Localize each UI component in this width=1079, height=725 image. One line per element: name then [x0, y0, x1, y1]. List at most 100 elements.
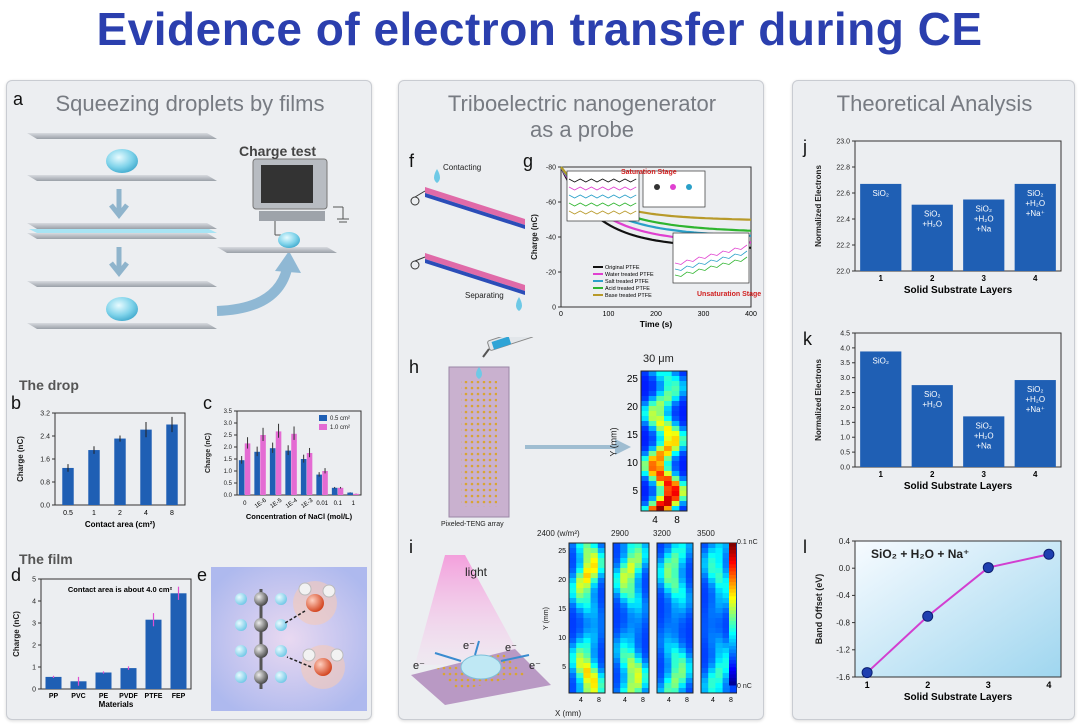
- heatmap-cell: [679, 471, 688, 477]
- heatmap-cell: [583, 588, 592, 594]
- heatmap-cell: [685, 668, 694, 674]
- heatmap-cell: [664, 678, 672, 684]
- heatmap-cell: [627, 683, 636, 689]
- heatmap-cell: [627, 633, 636, 639]
- heatmap-cell: [656, 491, 665, 497]
- heatmap-cell: [701, 658, 709, 664]
- y-axis-label: Normalized Electrons: [814, 359, 823, 441]
- bar-PP: [45, 676, 62, 689]
- x-tick-label: 2: [925, 680, 930, 690]
- heatmap-cell: [569, 618, 577, 624]
- bar-2: [911, 385, 953, 467]
- y-tick-label: 0.4: [839, 537, 851, 546]
- heatmap-cell: [664, 471, 673, 477]
- heatmap-cell: [664, 431, 673, 437]
- label-i: i: [409, 537, 413, 557]
- heatmap-cell: [685, 663, 694, 669]
- heatmap-cell: [664, 658, 672, 664]
- light-beam: [415, 555, 525, 665]
- bar-label: SiO₂: [976, 205, 992, 214]
- heatmap-cell: [664, 633, 672, 639]
- heatmap-cell: [627, 668, 636, 674]
- bar-label: +Na: [976, 225, 991, 234]
- heatmap-cell: [634, 568, 643, 574]
- panel-subtitle-line1: Triboelectric nanogenerator: [447, 91, 717, 116]
- heatmap-cell: [708, 688, 716, 694]
- y-axis-label: Charge (nC): [205, 433, 212, 473]
- heatmap-cell: [708, 683, 716, 689]
- heatmap-cell: [664, 376, 673, 382]
- heatmap-cell: [656, 396, 665, 402]
- heatmap-cell: [641, 401, 650, 407]
- heatmap-cell: [678, 548, 687, 554]
- heatmap-cell: [701, 683, 709, 689]
- heatmap-cell: [656, 451, 665, 457]
- droplet-icon: [460, 654, 502, 680]
- heatmap-cell: [576, 563, 584, 569]
- heatmap-cell: [613, 648, 621, 654]
- heatmap-cell: [708, 608, 716, 614]
- heatmap-cell: [708, 668, 716, 674]
- map-i-xlabel: X (mm): [555, 709, 582, 718]
- heatmap-cell: [590, 543, 599, 549]
- heatmap-cell: [648, 486, 657, 492]
- heatmap-cell: [569, 628, 577, 634]
- heatmap-cell: [701, 603, 709, 609]
- heatmap-cell: [657, 633, 665, 639]
- droplet-icon: [516, 297, 522, 311]
- bar-0.5 cm²-1E-3: [300, 459, 307, 495]
- heatmap-cell: [701, 628, 709, 634]
- heatmap-cell: [620, 678, 628, 684]
- meter-icon: [410, 260, 420, 270]
- electron-label: e⁻: [505, 642, 517, 654]
- heatmap-cell: [685, 678, 694, 684]
- heatmap-cell: [715, 653, 724, 659]
- heatmap-cell: [648, 456, 657, 462]
- x-tick-label: 4: [1033, 470, 1038, 479]
- x-tick-label: 1E-4: [285, 497, 299, 510]
- heatmap-cell: [627, 548, 636, 554]
- heatmap-cell: [671, 391, 680, 397]
- squeeze-schematic: [27, 133, 349, 329]
- heatmap-cell: [657, 583, 665, 589]
- y-tick-label: 22.4: [836, 216, 850, 223]
- heatmap-cell: [634, 658, 643, 664]
- heatmap-cell: [576, 623, 584, 629]
- y-tick-label: 4: [32, 598, 36, 605]
- heatmap-cell: [576, 578, 584, 584]
- heatmap-cell: [620, 653, 628, 659]
- heatmap-cell: [685, 603, 694, 609]
- heatmap-cell: [671, 416, 680, 422]
- heatmap-cell: [729, 688, 737, 694]
- pixeled-teng-label: Pixeled-TENG array: [441, 521, 504, 528]
- heatmap-cell: [634, 558, 643, 564]
- heatmap-cell: [679, 481, 688, 487]
- heatmap-cell: [715, 678, 724, 684]
- heatmap-cell: [685, 628, 694, 634]
- heatmap-cell: [634, 638, 643, 644]
- heatmap-cell: [569, 643, 577, 649]
- heatmap-cell: [569, 603, 577, 609]
- heatmap-cell: [671, 506, 680, 512]
- x-tick-label: 3: [982, 274, 987, 283]
- contacting-label: Contacting: [443, 163, 482, 172]
- y-tick-label: 5: [32, 576, 36, 583]
- bar-0.5: [62, 467, 74, 505]
- bar-label: SiO₂: [924, 210, 940, 219]
- heatmap-cell: [641, 501, 650, 507]
- heatmap-cell: [657, 548, 665, 554]
- heatmap-cell: [641, 471, 650, 477]
- heatmap-cell: [576, 633, 584, 639]
- heatmap-cell: [641, 663, 650, 669]
- heatmap-cell: [671, 613, 680, 619]
- heatmap-cell: [583, 673, 592, 679]
- arrow-down-icon: [109, 189, 129, 220]
- heatmap-cell: [722, 623, 731, 629]
- heatmap-cell: [678, 543, 687, 549]
- heatmap-cell: [685, 673, 694, 679]
- heatmap-cell: [671, 663, 680, 669]
- arrow-curved-icon: [216, 267, 292, 316]
- heatmap-cell: [583, 573, 592, 579]
- heatmap-cell: [583, 663, 592, 669]
- heatmap-cell: [627, 673, 636, 679]
